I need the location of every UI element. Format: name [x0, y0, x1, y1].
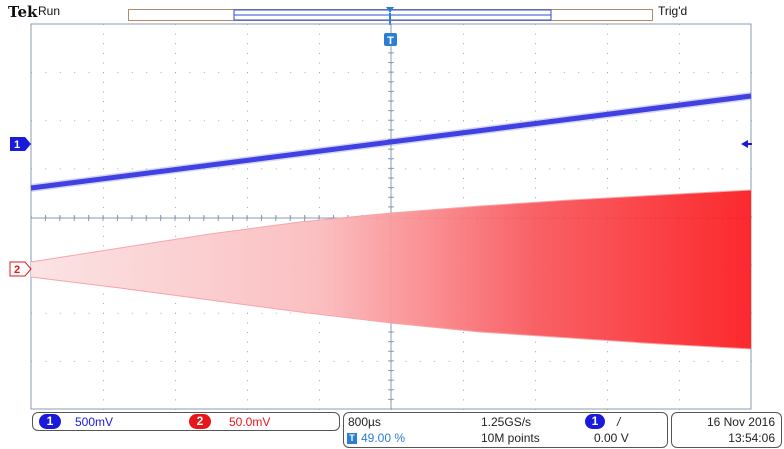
trigger-slope-icon[interactable]: /	[617, 415, 621, 429]
trigger-position-pointer[interactable]	[386, 7, 394, 13]
horizontal-trigger-panel[interactable]: 800µs T 49.00 % 1.25GS/s 10M points 1 / …	[343, 412, 668, 448]
trigger-marker[interactable]: T	[384, 33, 397, 47]
ch2-scale[interactable]: 50.0mV	[229, 415, 271, 429]
acquisition-status: Run	[38, 4, 61, 18]
ch1-waveform-glow	[30, 92, 752, 192]
sample-rate: 1.25GS/s	[481, 415, 532, 429]
time: 13:54:06	[728, 431, 775, 445]
trigger-status: Trig'd	[658, 4, 688, 18]
ch2-waveform-upper-edge	[30, 189, 752, 263]
ch1-waveform	[30, 93, 752, 191]
trigger-level-marker[interactable]	[741, 140, 752, 148]
vertical-scale-panel[interactable]: 1 500mV 2 50.0mV	[32, 412, 340, 431]
ch1-offset-marker-label: 1	[14, 139, 20, 151]
ch2-offset-marker[interactable]: 2	[9, 261, 32, 277]
timebase-scale[interactable]: 800µs	[348, 415, 381, 429]
trigger-position-percent[interactable]: 49.00 %	[361, 431, 406, 445]
ch2-badge[interactable]: 2	[189, 414, 211, 429]
trigger-level[interactable]: 0.00 V	[594, 431, 629, 445]
ch1-offset-marker[interactable]: 1	[10, 137, 31, 151]
record-length: 10M points	[481, 431, 540, 445]
ch1-scale[interactable]: 500mV	[75, 415, 114, 429]
ch2-offset-marker-label: 2	[14, 264, 20, 276]
date-time-panel: 16 Nov 2016 13:54:06	[671, 412, 782, 448]
waveform-display[interactable]: T 1 2	[0, 0, 784, 410]
ch2-waveform	[31, 190, 751, 349]
ch2-waveform-lower-edge	[30, 276, 752, 350]
trigger-marker-label: T	[387, 35, 394, 47]
status-footer: 1 500mV 2 50.0mV 800µs T 49.00 % 1.25GS/…	[0, 410, 784, 449]
brand-logo: Tek	[8, 3, 38, 21]
trigger-source-badge[interactable]: 1	[585, 414, 605, 429]
record-window-indicator[interactable]	[233, 9, 552, 21]
trigger-position-icon: T	[347, 433, 357, 444]
date: 16 Nov 2016	[706, 415, 775, 429]
ch1-badge[interactable]: 1	[39, 414, 61, 429]
